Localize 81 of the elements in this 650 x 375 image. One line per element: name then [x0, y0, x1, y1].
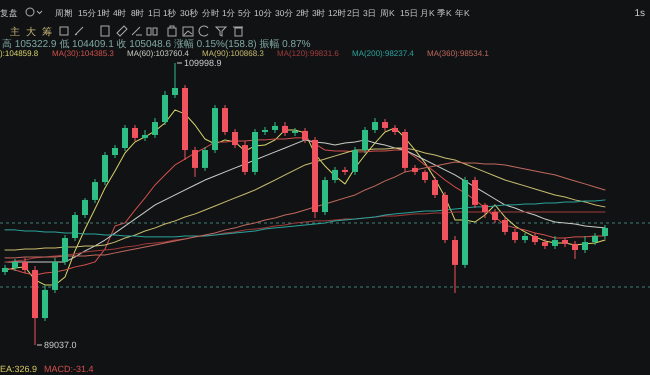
- text: EA:326.9: [0, 364, 38, 374]
- candlestick: [592, 232, 598, 246]
- text: MA(200):98237.4: [352, 49, 414, 58]
- candlestick: [582, 235, 588, 254]
- text: 1日: [148, 8, 162, 18]
- candlestick: [492, 208, 498, 224]
- candlestick: [192, 146, 198, 178]
- candlestick: [422, 169, 428, 184]
- candlestick: [232, 128, 238, 149]
- text: 年K: [455, 8, 470, 18]
- text: 30秒: [180, 8, 198, 18]
- candlestick: [552, 235, 558, 250]
- candlestick: [522, 232, 528, 244]
- text: 分时: [202, 8, 220, 18]
- candlestick: [282, 122, 288, 137]
- candlestick: [122, 124, 128, 152]
- candlestick: [112, 144, 118, 158]
- candlestick: [72, 212, 78, 242]
- candlestick: [2, 264, 8, 276]
- text: 2日: [347, 8, 361, 18]
- candlestick: [62, 234, 68, 266]
- candlestick: [512, 228, 518, 244]
- candlestick: [562, 238, 568, 248]
- text: 3日: [363, 8, 377, 18]
- candlestick: [82, 198, 88, 218]
- text: 12时: [328, 8, 346, 18]
- candlestick: [352, 146, 358, 176]
- text: 15分: [78, 8, 96, 18]
- candlestick: [222, 104, 228, 136]
- text: MA(90):100868.3: [202, 49, 264, 58]
- text: 3时: [312, 8, 326, 18]
- text: 周K: [380, 8, 395, 18]
- text: ):104859.8: [0, 49, 39, 58]
- text: 1秒: [163, 8, 177, 18]
- candlestick: [572, 240, 578, 260]
- candlestick: [382, 118, 388, 132]
- text: 季K: [437, 8, 452, 18]
- candlestick: [92, 178, 98, 204]
- candlestick: [372, 118, 378, 134]
- candlestick: [432, 176, 438, 199]
- text: MA(360):98534.1: [427, 49, 490, 58]
- text: 周期: [55, 8, 73, 18]
- text: 1s: [634, 8, 645, 19]
- text: 2时: [296, 8, 310, 18]
- text: MA(60):103760.4: [127, 49, 190, 58]
- text: 1时: [97, 8, 111, 18]
- text: 1分: [222, 8, 236, 18]
- candlestick: [132, 124, 138, 142]
- candlestick: [502, 216, 508, 236]
- text: 大: [26, 26, 36, 38]
- candlestick: [302, 127, 308, 144]
- candlestick: [542, 238, 548, 250]
- text: MA(30):104385.3: [52, 49, 114, 58]
- text: 筹: [42, 26, 52, 38]
- text: 10分: [254, 8, 272, 18]
- candlestick: [532, 232, 538, 246]
- annotation: 109998.9: [184, 58, 222, 68]
- candlestick: [602, 224, 608, 240]
- candlestick: [142, 129, 148, 142]
- text: 30分: [275, 8, 294, 18]
- candlestick: [412, 164, 418, 176]
- candlestick: [362, 126, 368, 154]
- text: 5分: [238, 8, 252, 18]
- text: 月K: [420, 8, 435, 18]
- text: 复盘: [0, 8, 18, 18]
- text: 主: [10, 26, 20, 38]
- candlestick: [272, 122, 278, 134]
- candlestick: [332, 166, 338, 184]
- text: MACD:-31.4: [44, 364, 94, 374]
- candlestick: [392, 124, 398, 136]
- text: 4时: [113, 8, 127, 18]
- candlestick: [12, 258, 18, 272]
- annotation: 89037.0: [44, 340, 77, 350]
- candlestick: [482, 202, 488, 218]
- text: MA(120):99831.6: [277, 49, 340, 58]
- candlestick: [22, 257, 28, 274]
- candlestick: [202, 146, 208, 172]
- candlestick: [152, 118, 158, 138]
- text: 高 105322.9 低 104409.1 收 105048.6 涨幅 0.15%(158.8) 振幅 0.87%: [2, 38, 311, 50]
- text: 15日: [400, 8, 418, 18]
- text: 8时: [131, 8, 145, 18]
